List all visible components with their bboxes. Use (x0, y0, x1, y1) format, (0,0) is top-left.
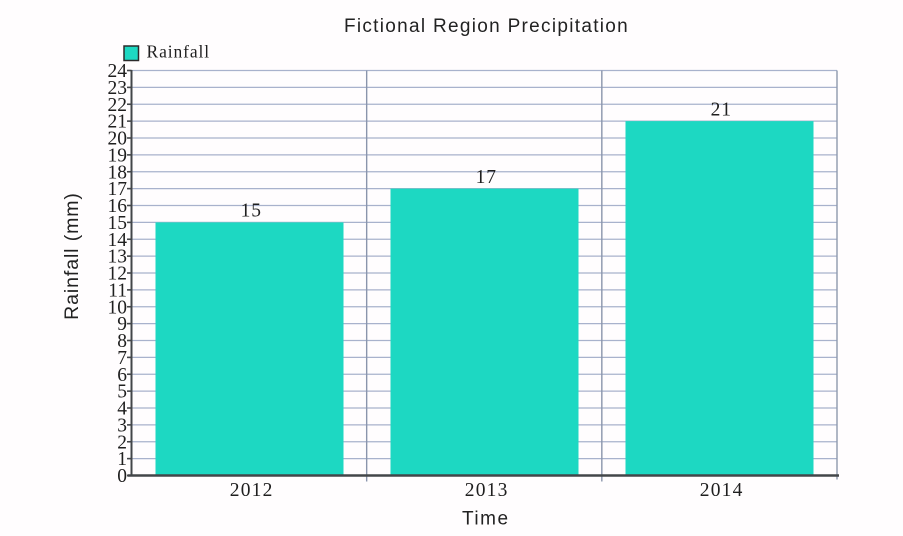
svg-text:1: 1 (117, 449, 127, 470)
svg-text:10: 10 (108, 297, 128, 318)
svg-text:Fictional Region Precipitation: Fictional Region Precipitation (344, 16, 629, 37)
svg-text:7: 7 (117, 348, 127, 369)
svg-text:3: 3 (117, 415, 127, 436)
svg-text:5: 5 (117, 382, 127, 403)
svg-text:17: 17 (476, 167, 497, 188)
svg-text:13: 13 (108, 247, 128, 268)
svg-text:21: 21 (711, 99, 732, 120)
svg-text:11: 11 (108, 280, 127, 301)
svg-text:2013: 2013 (465, 480, 509, 501)
svg-text:0: 0 (117, 466, 127, 487)
svg-text:16: 16 (108, 196, 128, 217)
svg-text:2: 2 (117, 432, 127, 453)
svg-text:Rainfall (mm): Rainfall (mm) (61, 192, 83, 320)
svg-text:17: 17 (108, 179, 128, 200)
svg-text:20: 20 (108, 129, 128, 150)
svg-text:Time: Time (462, 508, 510, 529)
svg-text:23: 23 (108, 78, 128, 99)
svg-text:6: 6 (117, 365, 127, 386)
svg-text:24: 24 (108, 61, 128, 82)
svg-text:15: 15 (241, 201, 262, 222)
svg-text:19: 19 (108, 145, 128, 166)
svg-text:Rainfall: Rainfall (147, 42, 211, 62)
svg-text:9: 9 (117, 314, 127, 335)
svg-text:8: 8 (117, 331, 127, 352)
svg-text:4: 4 (117, 399, 127, 420)
svg-text:2012: 2012 (230, 480, 274, 501)
svg-text:2014: 2014 (700, 480, 744, 501)
svg-text:18: 18 (108, 162, 128, 183)
svg-text:14: 14 (108, 230, 128, 251)
svg-text:22: 22 (108, 95, 128, 116)
svg-text:21: 21 (108, 112, 128, 133)
svg-text:15: 15 (108, 213, 128, 234)
svg-text:12: 12 (108, 264, 128, 285)
